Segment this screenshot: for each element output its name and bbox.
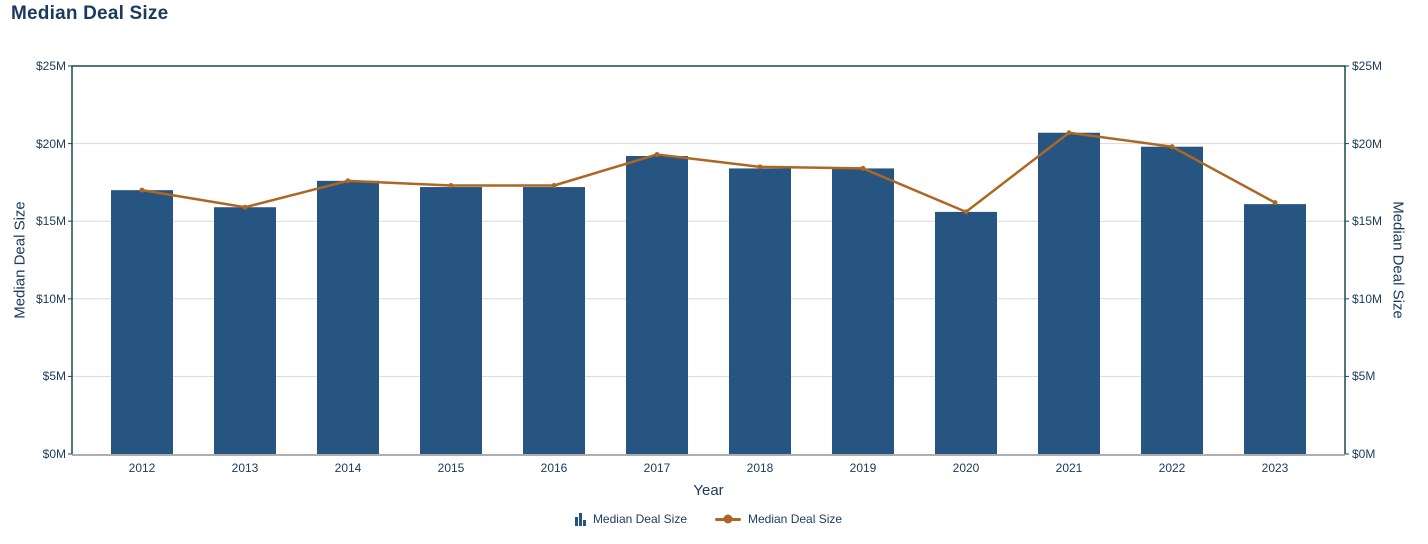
x-tick-label-2018: 2018 (746, 461, 774, 475)
bar-chart-icon (574, 512, 586, 526)
y-tick-label-left-20M: $20M (35, 136, 66, 151)
bar-2021[interactable] (1038, 132, 1100, 454)
line-point-2014[interactable] (345, 178, 351, 184)
bar-2017[interactable] (626, 156, 688, 455)
bar-2014[interactable] (317, 180, 379, 454)
y-tick-label-left-10M: $10M (35, 291, 66, 306)
x-tick-label-2016: 2016 (540, 461, 568, 475)
x-tick-label-2014: 2014 (334, 461, 362, 475)
bar-2013[interactable] (214, 207, 276, 454)
line-point-2018[interactable] (757, 164, 763, 170)
chart-title: Median Deal Size (11, 3, 169, 24)
line-point-2012[interactable] (139, 187, 145, 193)
line-point-2019[interactable] (860, 165, 866, 171)
bar-2022[interactable] (1141, 146, 1203, 455)
y-tick-label-right-10M: $10M (1352, 291, 1383, 306)
x-tick-label-2012: 2012 (128, 461, 156, 475)
y-tick-label-left-15M: $15M (35, 214, 66, 229)
y-tick-label-right-20M: $20M (1352, 136, 1383, 151)
y-tick-label-right-0M: $0M (1352, 447, 1376, 461)
line-series (140, 131, 1277, 214)
legend-label: Median Deal Size (592, 512, 687, 526)
bar-2020[interactable] (935, 211, 997, 454)
line-point-2020[interactable] (963, 209, 969, 215)
legend-item-median-deal-size-bar[interactable]: Median Deal Size (574, 512, 687, 526)
line-point-2022[interactable] (1169, 144, 1175, 150)
line-point-2015[interactable] (448, 183, 454, 189)
x-tick-label-2022: 2022 (1158, 461, 1186, 475)
x-tick-label-2023: 2023 (1261, 461, 1289, 475)
bar-2012[interactable] (111, 190, 173, 454)
line-point-2023[interactable] (1272, 200, 1278, 206)
x-tick-label-2021: 2021 (1055, 461, 1083, 475)
bar-2015[interactable] (420, 187, 482, 454)
line-point-2017[interactable] (654, 151, 660, 157)
plot-border (71, 65, 1346, 454)
legend: Median Deal Size Median Deal Size (72, 512, 1345, 526)
x-tick-label-2013: 2013 (231, 461, 259, 475)
line-point-2021[interactable] (1066, 130, 1072, 136)
line-point-2013[interactable] (242, 204, 248, 210)
line-marker-icon (715, 514, 741, 524)
bar-2016[interactable] (523, 187, 585, 454)
y-tick-label-right-5M: $5M (1352, 369, 1376, 384)
x-tick-label-2017: 2017 (643, 461, 671, 475)
bar-2023[interactable] (1244, 204, 1306, 454)
y-tick-label-left-5M: $5M (42, 369, 66, 384)
x-tick-label-2020: 2020 (952, 461, 980, 475)
x-tick-label-2019: 2019 (849, 461, 877, 475)
legend-label: Median Deal Size (748, 512, 843, 526)
x-tick-label-2015: 2015 (437, 461, 465, 475)
line-point-2016[interactable] (551, 183, 557, 189)
y-tick-label-left-0M: $0M (42, 447, 66, 461)
legend-item-median-deal-size-line[interactable]: Median Deal Size (715, 512, 842, 526)
bar-2018[interactable] (729, 168, 791, 454)
y-tick-label-left-25M: $25M (35, 59, 66, 73)
bar-2019[interactable] (832, 168, 894, 454)
y-tick-label-right-25M: $25M (1352, 59, 1383, 73)
x-axis-title: Year (693, 482, 724, 499)
y-tick-label-right-15M: $15M (1352, 214, 1383, 229)
